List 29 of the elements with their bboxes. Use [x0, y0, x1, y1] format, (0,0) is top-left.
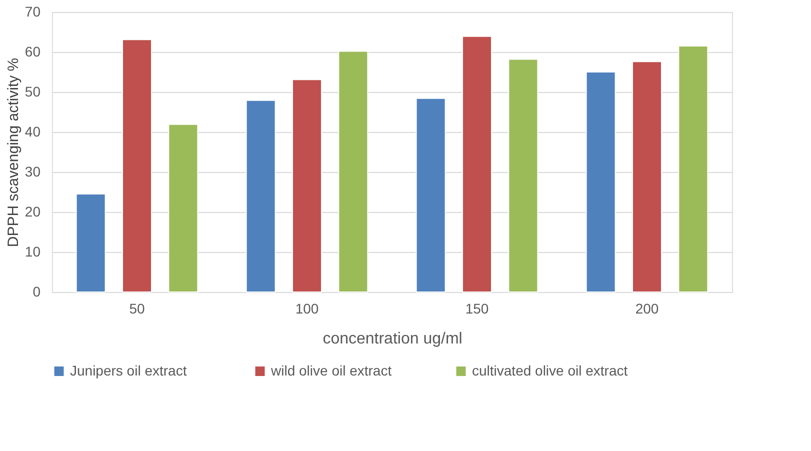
y-tick-label: 30	[24, 164, 41, 180]
bar	[678, 46, 708, 292]
y-tick-label: 0	[32, 284, 41, 300]
x-tick-label: 100	[295, 300, 319, 316]
y-tick-label: 20	[24, 204, 41, 220]
y-tick-label: 70	[24, 4, 41, 20]
bar	[338, 50, 368, 292]
legend-label: Junipers oil extract	[70, 362, 187, 378]
bar	[508, 58, 538, 292]
bar	[76, 194, 106, 292]
bar	[246, 100, 276, 292]
x-tick-label: 150	[465, 300, 489, 316]
bar	[122, 39, 152, 292]
x-tick-label: 200	[635, 300, 659, 316]
y-tick-label: 10	[24, 244, 41, 260]
legend-label: cultivated olive oil extract	[472, 362, 628, 378]
y-axis-title: DPPH scavenging activity %	[4, 58, 22, 248]
bar	[416, 98, 446, 292]
y-tick-label: 40	[24, 124, 41, 140]
x-tick-label: 50	[129, 300, 145, 316]
bar	[292, 79, 322, 292]
bar	[462, 36, 492, 292]
bar	[632, 61, 662, 292]
bar	[586, 72, 616, 292]
legend-label: wild olive oil extract	[270, 362, 392, 378]
bar	[168, 124, 198, 292]
y-tick-label: 50	[24, 84, 41, 100]
y-tick-label: 60	[24, 44, 41, 60]
x-axis-title: concentration ug/ml	[322, 330, 462, 348]
